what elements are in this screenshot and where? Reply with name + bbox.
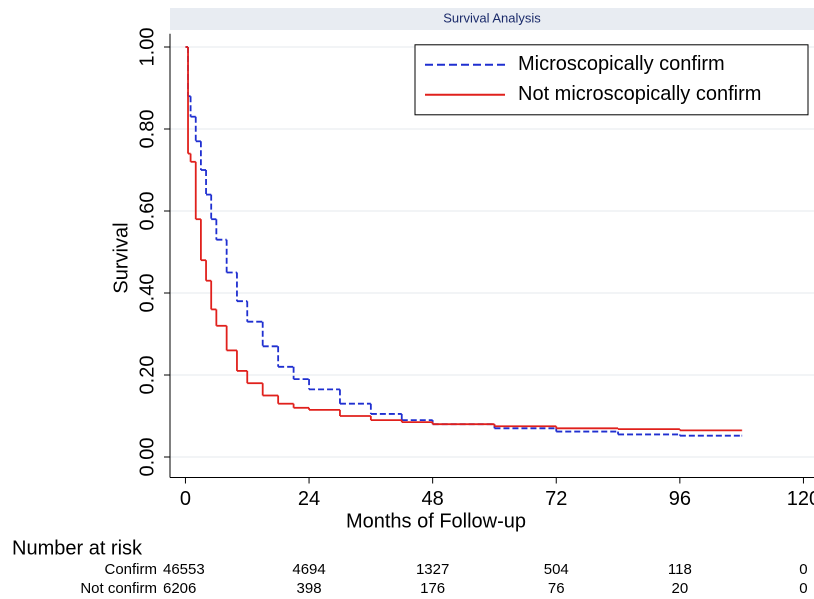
risk-row-name: Confirm bbox=[104, 561, 157, 578]
risk-value: 1327 bbox=[416, 561, 449, 578]
risk-value: 118 bbox=[668, 561, 692, 578]
y-tick-label: 1.00 bbox=[136, 28, 158, 67]
risk-value: 20 bbox=[672, 580, 689, 597]
risk-value: 176 bbox=[420, 580, 445, 597]
x-tick-label: 120 bbox=[787, 488, 814, 510]
legend-box bbox=[414, 44, 809, 116]
risk-value: 46553 bbox=[163, 561, 205, 578]
risk-value: 0 bbox=[799, 580, 807, 597]
x-tick-label: 96 bbox=[669, 488, 691, 510]
risk-value: 4694 bbox=[292, 561, 325, 578]
risk-value: 6206 bbox=[163, 580, 196, 597]
y-tick-label: 0.40 bbox=[136, 274, 158, 313]
risk-value: 0 bbox=[799, 561, 807, 578]
x-tick-label: 72 bbox=[545, 488, 567, 510]
survival-curve bbox=[185, 46, 743, 432]
title-band bbox=[170, 8, 814, 30]
x-axis-label: Months of Follow-up bbox=[346, 510, 526, 532]
y-axis-label: Survival bbox=[110, 222, 132, 293]
x-tick-label: 0 bbox=[180, 488, 191, 510]
x-tick-label: 24 bbox=[298, 488, 320, 510]
x-tick-label: 48 bbox=[422, 488, 444, 510]
chart-title: Survival Analysis bbox=[443, 10, 541, 25]
y-tick-label: 0.00 bbox=[136, 438, 158, 477]
risk-value: 398 bbox=[297, 580, 322, 597]
risk-row-name: Not confirm bbox=[80, 580, 157, 597]
risk-value: 76 bbox=[548, 580, 565, 597]
y-tick-label: 0.20 bbox=[136, 356, 158, 395]
y-tick-label: 0.60 bbox=[136, 192, 158, 231]
risk-value: 504 bbox=[544, 561, 569, 578]
y-tick-label: 0.80 bbox=[136, 110, 158, 149]
risk-table-title: Number at risk bbox=[12, 537, 143, 559]
legend-label: Microscopically confirm bbox=[518, 53, 725, 75]
legend-label: Not microscopically confirm bbox=[518, 83, 761, 105]
